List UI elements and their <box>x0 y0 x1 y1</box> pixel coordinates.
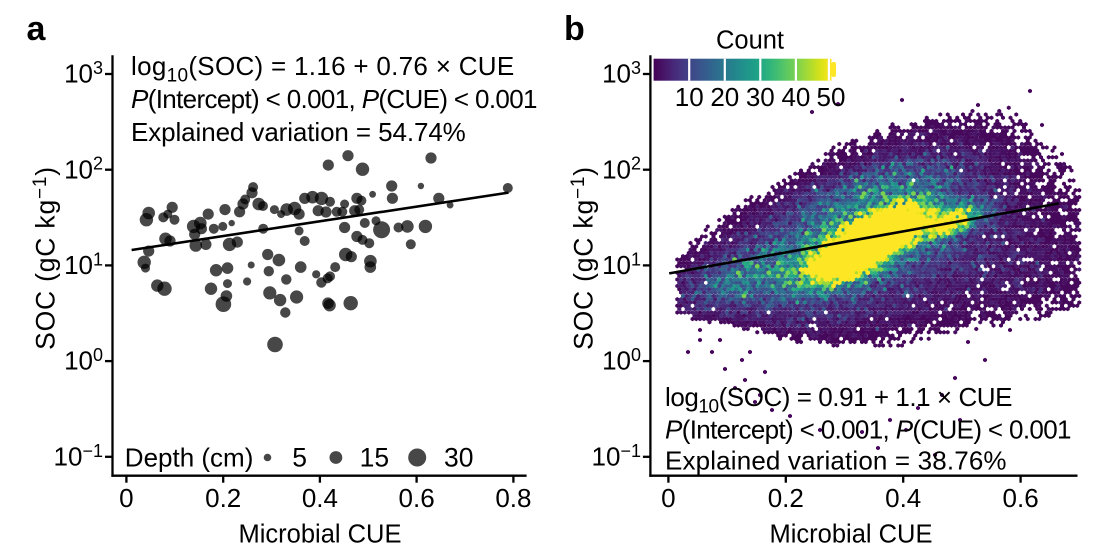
svg-text:Count: Count <box>716 27 784 55</box>
svg-text:0.2: 0.2 <box>205 483 241 513</box>
svg-text:30: 30 <box>746 82 775 112</box>
svg-text:50: 50 <box>817 82 846 112</box>
svg-text:Microbial CUE: Microbial CUE <box>770 521 933 549</box>
svg-text:5: 5 <box>292 443 307 473</box>
svg-text:40: 40 <box>781 82 810 112</box>
svg-text:20: 20 <box>710 82 739 112</box>
svg-text:0.6: 0.6 <box>1003 483 1039 513</box>
svg-text:Microbial CUE: Microbial CUE <box>239 521 402 549</box>
svg-text:P(Intercept) < 0.001, P(CUE) <: P(Intercept) < 0.001, P(CUE) < 0.001 <box>665 415 1071 445</box>
svg-text:0: 0 <box>661 483 675 513</box>
svg-text:Depth (cm): Depth (cm) <box>125 443 254 473</box>
svg-text:P(Intercept) < 0.001, P(CUE) <: P(Intercept) < 0.001, P(CUE) < 0.001 <box>131 84 537 114</box>
svg-text:0.6: 0.6 <box>399 483 435 513</box>
svg-text:log10(SOC) = 1.16 + 0.76 × CUE: log10(SOC) = 1.16 + 0.76 × CUE <box>131 51 515 87</box>
svg-text:15: 15 <box>360 443 389 473</box>
svg-text:Explained variation = 38.76%: Explained variation = 38.76% <box>665 446 1007 476</box>
svg-text:log10(SOC) = 0.91 + 1.1 × CUE: log10(SOC) = 0.91 + 1.1 × CUE <box>665 382 1012 418</box>
svg-text:0.8: 0.8 <box>495 483 531 513</box>
svg-text:30: 30 <box>444 443 473 473</box>
svg-text:0.2: 0.2 <box>768 483 804 513</box>
svg-text:0.4: 0.4 <box>885 483 921 513</box>
svg-text:a: a <box>27 10 47 48</box>
svg-text:10: 10 <box>675 82 704 112</box>
svg-text:b: b <box>564 10 585 48</box>
svg-text:Explained variation = 54.74%: Explained variation = 54.74% <box>131 117 466 147</box>
svg-text:0.4: 0.4 <box>302 483 338 513</box>
svg-text:0: 0 <box>119 483 133 513</box>
